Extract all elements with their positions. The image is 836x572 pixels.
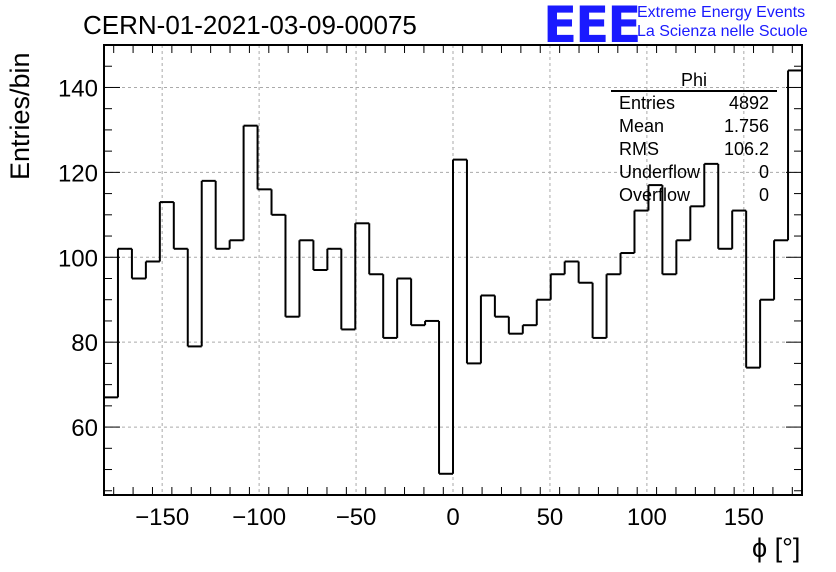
stats-value: 4892: [728, 93, 769, 113]
x-axis-label: ϕ [°]: [752, 533, 801, 563]
stats-value: 1.756: [723, 116, 769, 136]
x-tick-label: −100: [232, 504, 286, 531]
stats-row-rms: RMS 106.2: [611, 138, 777, 161]
x-tick-label: −50: [336, 504, 377, 531]
stats-label: Underflow: [619, 162, 701, 182]
stats-value: 0: [758, 162, 769, 182]
logo-caption: Extreme Energy Events La Scienza nelle S…: [637, 3, 808, 41]
y-axis-label: Entries/bin: [5, 52, 35, 180]
stats-value: 106.2: [723, 139, 769, 159]
stats-title: Phi: [611, 70, 777, 92]
eee-logo: EEE: [543, 0, 641, 54]
logo-caption-line2: La Scienza nelle Scuole: [637, 23, 808, 40]
x-tick-label: 100: [627, 504, 667, 531]
x-tick-label: −150: [135, 504, 189, 531]
stats-label: Entries: [619, 93, 676, 113]
stats-label: Mean: [619, 116, 665, 136]
stats-label: Overflow: [619, 185, 691, 205]
stats-row-underflow: Underflow 0: [611, 161, 777, 184]
y-tick-label: 120: [58, 160, 98, 187]
y-tick-label: 140: [58, 75, 98, 102]
x-tick-label: 150: [724, 504, 764, 531]
stats-row-overflow: Overflow 0: [611, 184, 777, 207]
y-tick-label: 60: [71, 415, 98, 442]
y-tick-label: 80: [71, 330, 98, 357]
x-tick-label: 50: [537, 504, 564, 531]
y-tick-label: 100: [58, 245, 98, 272]
stats-row-entries: Entries 4892: [611, 92, 777, 115]
stats-value: 0: [758, 185, 769, 205]
run-title: CERN-01-2021-03-09-00075: [83, 10, 417, 40]
stats-label: RMS: [619, 139, 659, 159]
logo-caption-line1: Extreme Energy Events: [637, 4, 806, 21]
stats-row-mean: Mean 1.756: [611, 115, 777, 138]
plot-frame: [103, 44, 803, 496]
x-tick-label: 0: [446, 504, 459, 531]
stats-box: Phi Entries 4892 Mean 1.756 RMS 106.2 Un…: [611, 70, 777, 207]
